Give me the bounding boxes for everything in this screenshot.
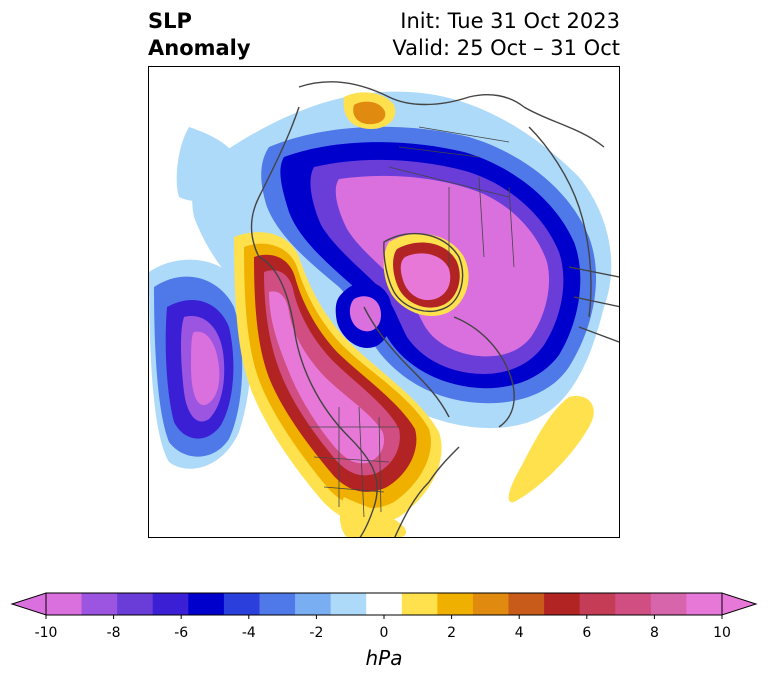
colorbar-bin: [579, 593, 616, 615]
colorbar-tick-label: -8: [107, 625, 121, 641]
colorbar-bin: [650, 593, 687, 615]
colorbar-tick-label: 2: [447, 625, 456, 641]
neg-anomaly-left-lobe: [176, 127, 240, 201]
title-line-1: SLP: [148, 9, 192, 33]
colorbar-extend-min: [10, 592, 47, 616]
map-panel: [148, 66, 620, 538]
colorbar-bin: [152, 593, 189, 615]
colorbar-bin: [508, 593, 545, 615]
colorbar-bin: [472, 593, 510, 615]
colorbar-bin: [437, 593, 474, 615]
scandinavia-pos-orange: [353, 101, 386, 125]
colorbar-bin: [223, 593, 260, 615]
colorbar-bin: [686, 593, 723, 615]
colorbar-tick-label: 0: [380, 625, 389, 641]
coastlines: [250, 81, 619, 537]
colorbar-tick-label: 8: [650, 625, 659, 641]
colorbar-tick-label: 10: [713, 625, 731, 641]
colorbar-unit-label: hPa: [365, 646, 403, 670]
init-date: Init: Tue 31 Oct 2023: [400, 9, 620, 33]
colorbar-bin: [188, 593, 225, 615]
title-line-2: Anomaly: [148, 36, 251, 60]
atlantic-pos-yellow: [508, 396, 594, 503]
colorbar-tick-label: 6: [582, 625, 591, 641]
pacific-neg-core: [191, 331, 220, 406]
colorbar-bin: [117, 593, 154, 615]
map-title: SLP Anomaly: [148, 8, 251, 62]
colorbar-tick-label: -6: [174, 625, 188, 641]
colorbar-bin: [81, 593, 118, 615]
na-pos-core: [269, 291, 385, 464]
colorbar-bin: [259, 593, 296, 615]
colorbar-bin: [330, 593, 367, 615]
colorbar-graphic: -10 -8 -6 -4 -2 0 2 4 6 8 10: [10, 592, 758, 641]
colorbar-bin: [615, 593, 652, 615]
colorbar-tick-label: -2: [309, 625, 323, 641]
south-us-pos: [339, 497, 406, 537]
colorbar-tick-label: -10: [35, 625, 58, 641]
colorbar-tick-label: 4: [515, 625, 524, 641]
borders: [309, 126, 515, 518]
colorbar-bin: [46, 593, 83, 615]
slp-anomaly-map: [149, 81, 619, 537]
colorbar-bin: [295, 593, 332, 615]
colorbar-bin: [401, 593, 438, 615]
colorbar-extend-max: [721, 592, 758, 616]
colorbar: -10 -8 -6 -4 -2 0 2 4 6 8 10: [0, 585, 768, 684]
colorbar-bin: [366, 593, 403, 615]
colorbar-bin: [544, 593, 581, 615]
greenland-pos-core: [400, 253, 451, 301]
colorbar-tick-label: -4: [242, 625, 256, 641]
date-info: Init: Tue 31 Oct 2023 Valid: 25 Oct – 31…: [392, 8, 620, 62]
valid-range: Valid: 25 Oct – 31 Oct: [392, 36, 620, 60]
